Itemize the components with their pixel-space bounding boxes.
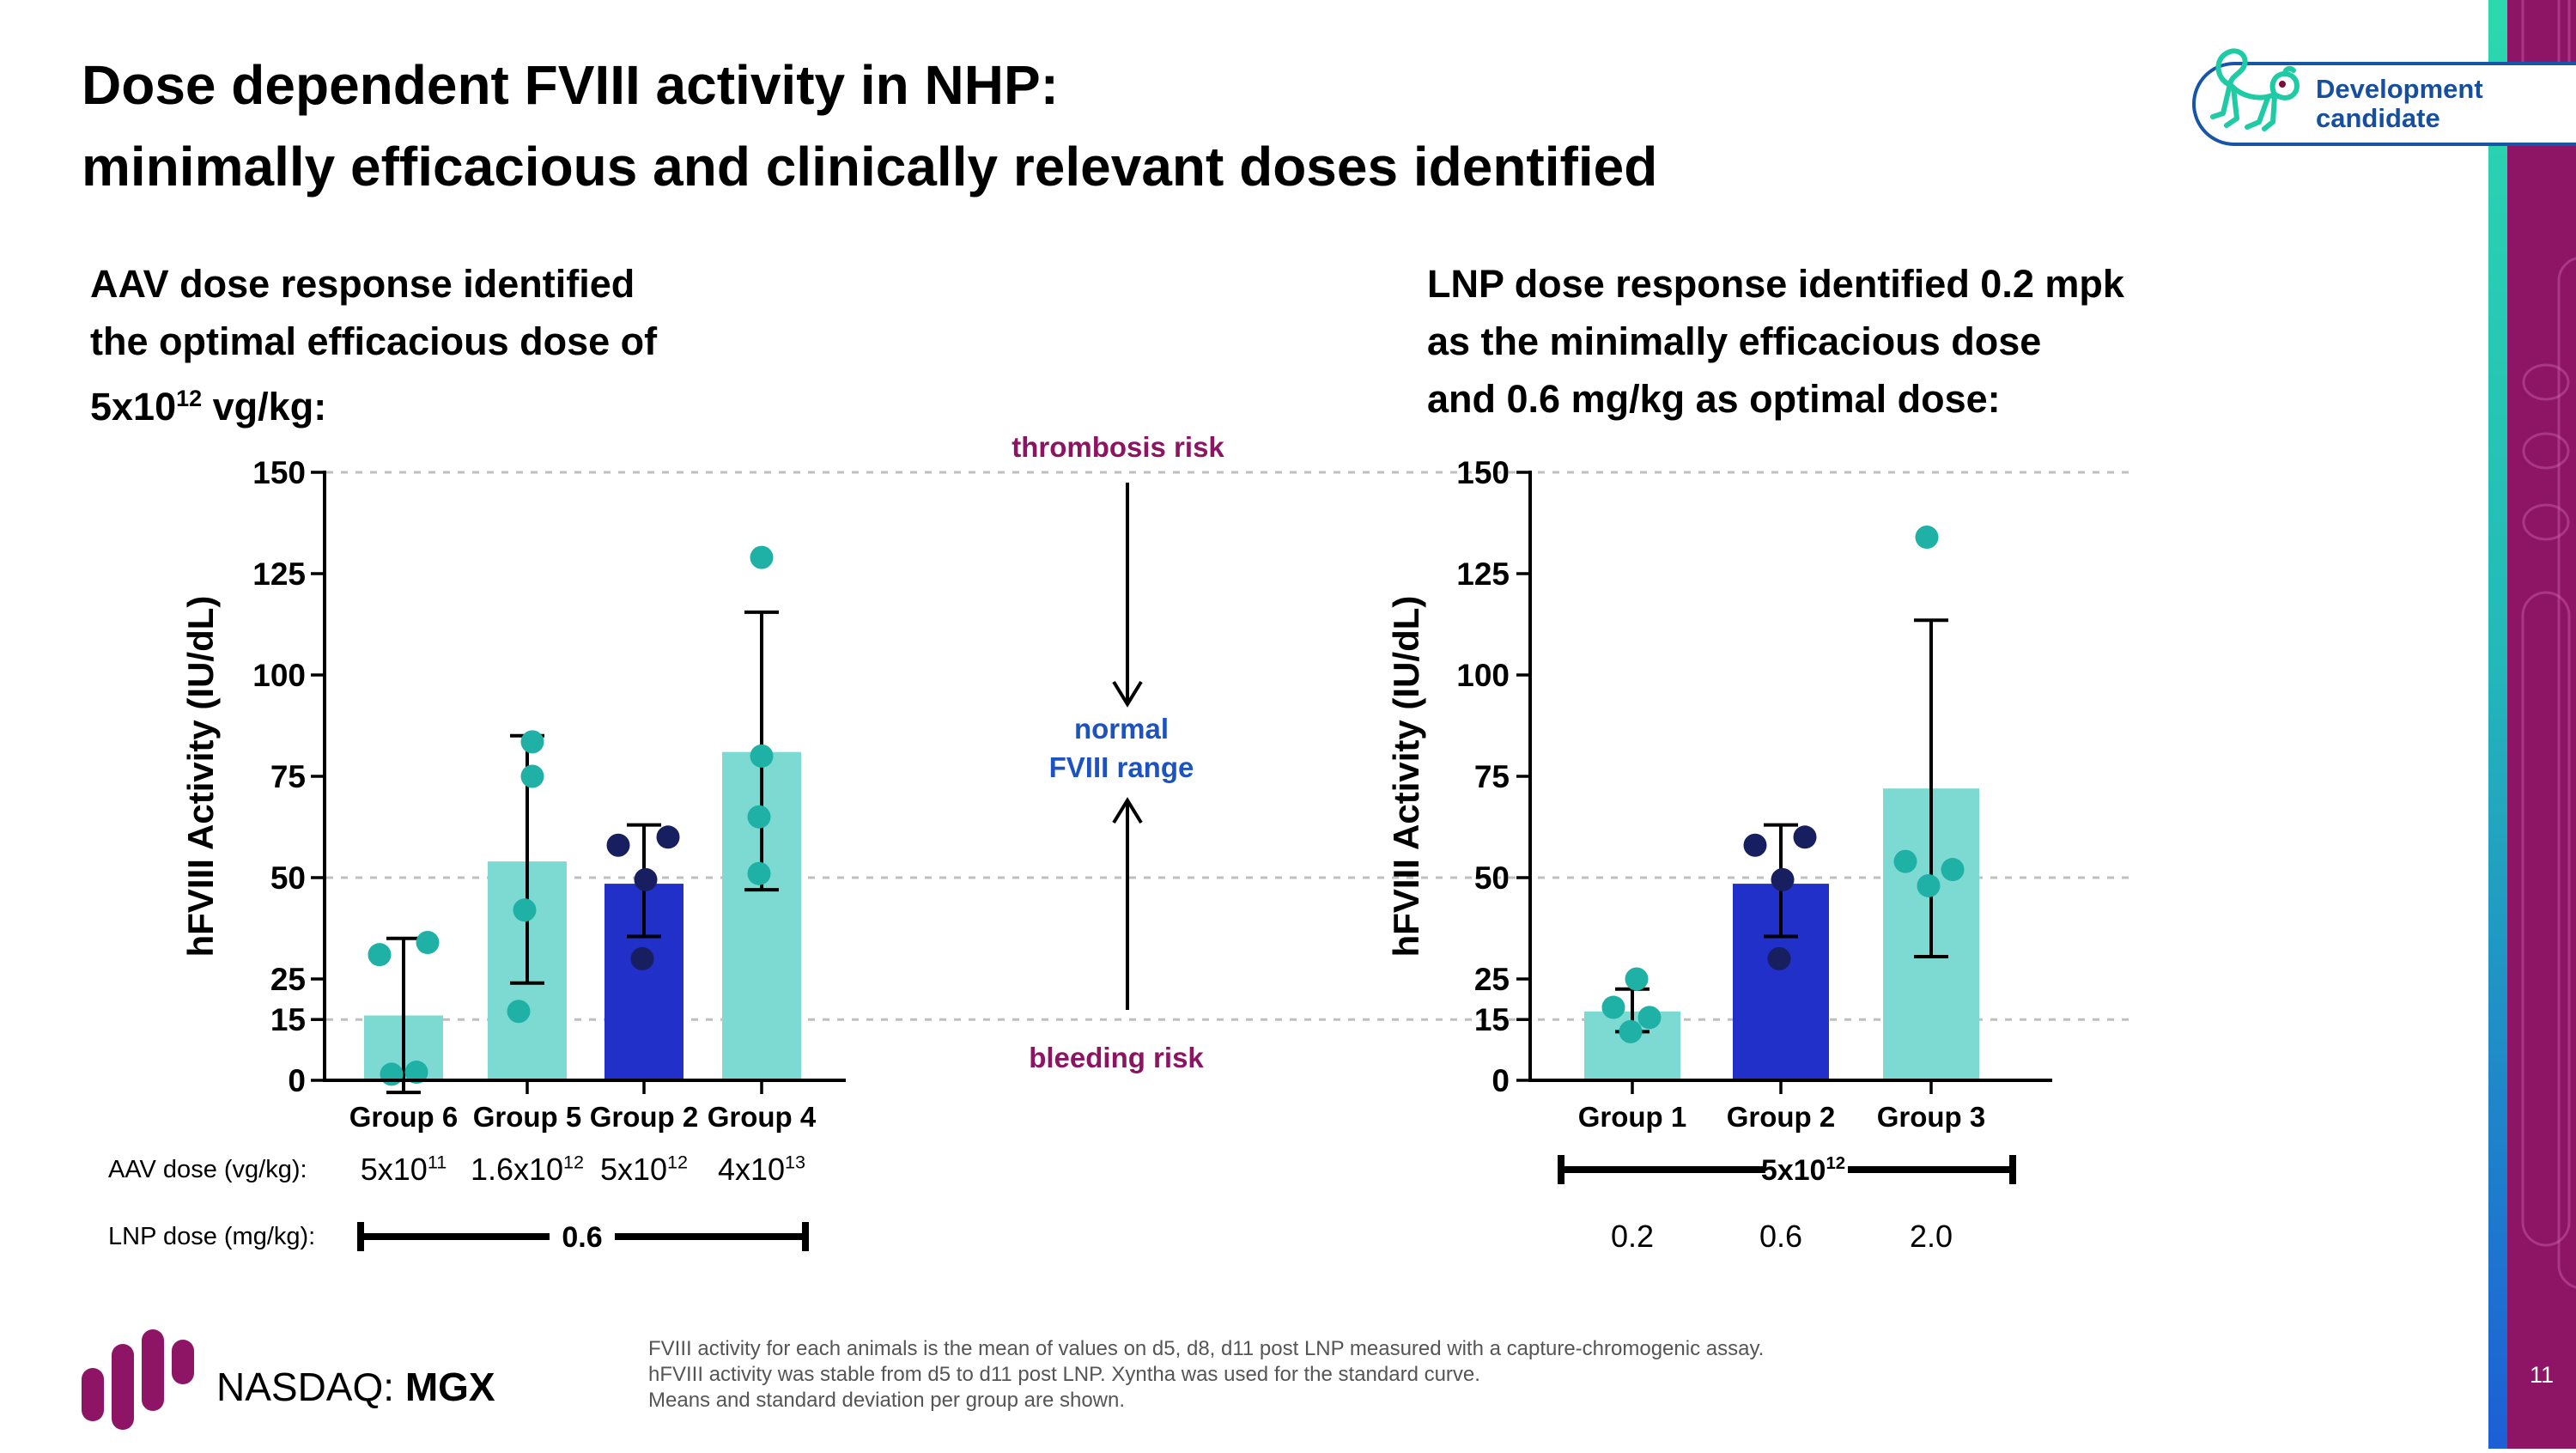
data-point-group-2 — [1767, 946, 1791, 970]
data-point-group-2 — [656, 825, 680, 849]
nasdaq-logo-bar — [142, 1329, 164, 1411]
y-tick-label-75: 75 — [270, 759, 306, 794]
left-headline-line3: 5x1012 vg/kg: — [90, 385, 327, 429]
bleeding-risk-label: bleeding risk — [1029, 1042, 1204, 1073]
x-label-group-2: Group 2 — [590, 1101, 699, 1133]
edge-teal-strip — [2488, 0, 2507, 1449]
badge-label: Development candidate — [2316, 75, 2483, 133]
right-headline-line2: as the minimally efficacious dose — [1427, 319, 2042, 363]
data-point-group-4 — [747, 861, 771, 885]
data-point-group-3 — [1915, 526, 1939, 550]
development-candidate-badge: Development candidate — [2192, 48, 2576, 146]
slide-title-line1: Dose dependent FVIII activity in NHP: — [82, 54, 1059, 116]
x-label-group-1: Group 1 — [1578, 1101, 1687, 1133]
data-point-group-6 — [368, 943, 392, 967]
nasdaq-logo-bar — [112, 1344, 134, 1430]
data-point-group-3 — [1893, 849, 1917, 873]
right-headline-line1: LNP dose response identified 0.2 mpk — [1427, 262, 2124, 306]
data-point-group-6 — [380, 1062, 404, 1086]
data-point-group-1 — [1625, 967, 1649, 991]
y-tick-label-25: 25 — [270, 962, 306, 997]
thrombosis-risk-label: thrombosis risk — [1012, 431, 1224, 463]
data-point-group-5 — [520, 764, 544, 788]
y-tick-label-25: 25 — [1474, 962, 1510, 997]
monkey-icon — [2210, 48, 2300, 131]
x-label-group-5: Group 5 — [473, 1101, 582, 1133]
aav-dose-value: 5x1011 — [361, 1151, 447, 1187]
monkey-eye — [2279, 81, 2286, 88]
x-label-group-3: Group 3 — [1877, 1101, 1986, 1133]
x-label-group-2: Group 2 — [1727, 1101, 1836, 1133]
badge-line1: Development — [2316, 74, 2483, 104]
x-label-group-6: Group 6 — [349, 1101, 459, 1133]
nasdaq-logo-bar — [82, 1368, 104, 1421]
aav-dose-value: 4x1013 — [718, 1151, 805, 1187]
y-tick-label-0: 0 — [288, 1063, 306, 1098]
data-point-group-2 — [1743, 833, 1767, 857]
down-arrow-head — [1112, 680, 1143, 708]
footnote-line: Means and standard deviation per group a… — [648, 1389, 1126, 1412]
lnp-dose-value: 0.2 — [1611, 1219, 1654, 1254]
data-point-group-2 — [606, 833, 630, 857]
data-point-group-2 — [634, 867, 658, 891]
data-point-group-3 — [1917, 873, 1941, 897]
y-tick-label-50: 50 — [270, 860, 306, 896]
data-point-group-5 — [507, 1000, 531, 1024]
footnotes: FVIII activity for each animals is the m… — [648, 1336, 1764, 1413]
data-point-group-6 — [404, 1061, 428, 1085]
footnote-line: hFVIII activity was stable from d5 to d1… — [648, 1363, 1480, 1386]
data-point-group-1 — [1601, 995, 1625, 1019]
y-axis-title: hFVIII Activity (IU/dL) — [1386, 596, 1426, 958]
data-point-group-5 — [520, 730, 544, 754]
y-tick-label-100: 100 — [252, 658, 306, 693]
right-headline: LNP dose response identified 0.2 mpk as … — [1427, 255, 2124, 428]
y-tick-label-100: 100 — [1456, 658, 1510, 693]
edge-purple-band — [2507, 0, 2576, 1449]
y-tick-label-150: 150 — [1456, 455, 1510, 490]
y-tick-label-150: 150 — [252, 455, 306, 490]
data-point-group-1 — [1637, 1006, 1662, 1030]
data-point-group-4 — [747, 805, 771, 829]
y-tick-label-15: 15 — [270, 1002, 306, 1037]
data-point-group-4 — [750, 744, 774, 768]
nasdaq-ticker: NASDAQ: MGX — [216, 1365, 495, 1409]
aav-bracket-label: 5x1012 — [1761, 1154, 1845, 1187]
nasdaq-logo-bar — [172, 1340, 194, 1384]
left-headline-line1: AAV dose response identified — [90, 262, 635, 306]
lnp-dose-row-label: LNP dose (mg/kg): — [108, 1223, 316, 1250]
y-tick-label-0: 0 — [1492, 1063, 1510, 1098]
right-headline-line3: and 0.6 mg/kg as optimal dose: — [1427, 377, 2001, 421]
data-point-group-1 — [1619, 1019, 1643, 1043]
x-label-group-4: Group 4 — [708, 1101, 817, 1133]
y-tick-label-50: 50 — [1474, 860, 1510, 896]
aav-dose-value: 1.6x1012 — [471, 1151, 584, 1187]
data-point-group-4 — [750, 545, 774, 569]
data-point-group-2 — [630, 946, 654, 970]
aav-dose-value: 5x1012 — [600, 1151, 688, 1187]
aav-dose-row-label: AAV dose (vg/kg): — [108, 1156, 307, 1183]
y-tick-label-125: 125 — [252, 556, 306, 592]
up-arrow-head — [1112, 797, 1143, 824]
page-number: 11 — [2529, 1362, 2555, 1388]
y-tick-label-15: 15 — [1474, 1002, 1510, 1037]
left-headline: AAV dose response identified the optimal… — [90, 255, 657, 435]
footnote-line: FVIII activity for each animals is the m… — [648, 1337, 1765, 1360]
normal-range-label: normal FVIII range — [1048, 713, 1194, 783]
lnp-dose-value: 0.6 — [1759, 1219, 1802, 1254]
data-point-group-2 — [1793, 825, 1817, 849]
y-tick-label-75: 75 — [1474, 759, 1510, 794]
data-point-group-3 — [1941, 858, 1965, 882]
y-tick-label-125: 125 — [1456, 556, 1510, 592]
y-axis-title: hFVIII Activity (IU/dL) — [180, 596, 221, 958]
data-point-group-6 — [416, 931, 440, 955]
badge-line2: candidate — [2316, 103, 2440, 133]
lnp-bracket-label: 0.6 — [562, 1221, 602, 1254]
lnp-dose-value: 2.0 — [1910, 1219, 1953, 1254]
slide-title-line2: minimally efficacious and clinically rel… — [82, 136, 1658, 198]
data-point-group-5 — [513, 898, 537, 922]
left-headline-line2: the optimal efficacious dose of — [90, 319, 658, 363]
data-point-group-2 — [1771, 867, 1795, 891]
